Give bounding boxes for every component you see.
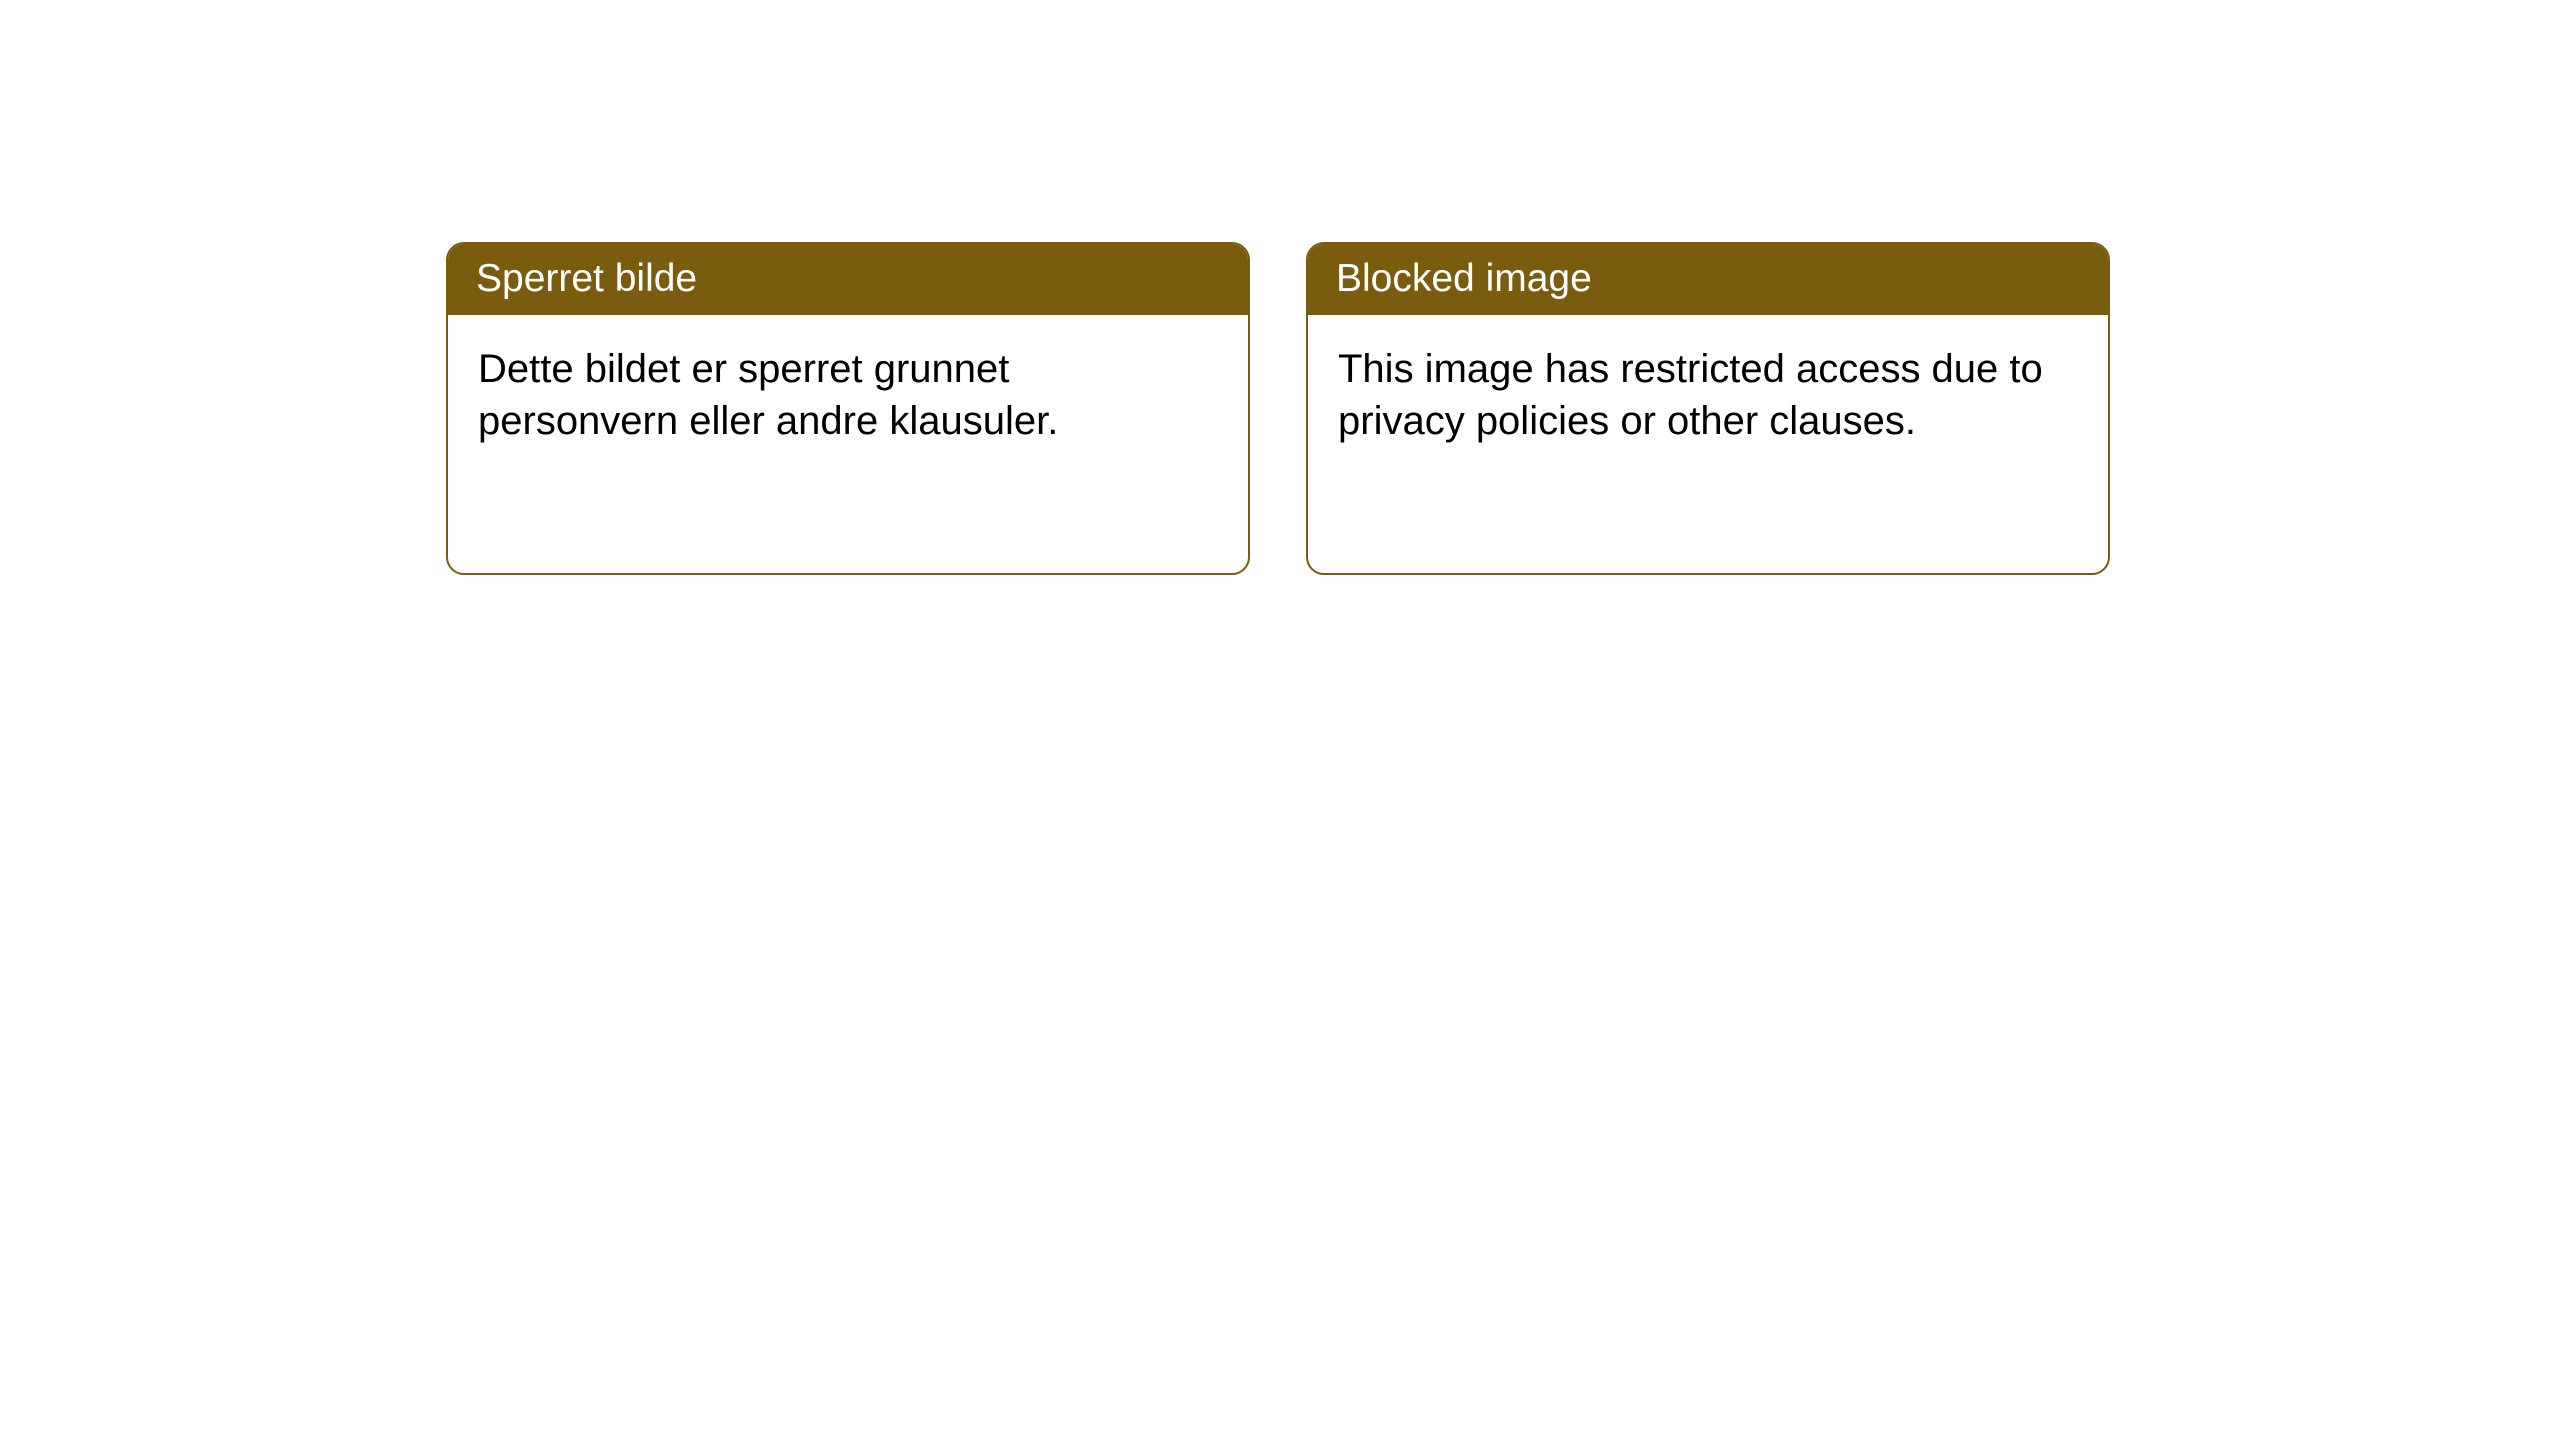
notice-title-norwegian: Sperret bilde bbox=[476, 257, 697, 300]
notice-message-norwegian: Dette bildet er sperret grunnet personve… bbox=[478, 347, 1058, 443]
notice-card-english: Blocked image This image has restricted … bbox=[1306, 242, 2110, 575]
notice-body-norwegian: Dette bildet er sperret grunnet personve… bbox=[448, 315, 1248, 475]
notice-body-english: This image has restricted access due to … bbox=[1308, 315, 2108, 475]
notice-header-english: Blocked image bbox=[1308, 244, 2108, 315]
notice-container: Sperret bilde Dette bildet er sperret gr… bbox=[0, 0, 2560, 575]
notice-title-english: Blocked image bbox=[1336, 257, 1592, 300]
notice-card-norwegian: Sperret bilde Dette bildet er sperret gr… bbox=[446, 242, 1250, 575]
notice-header-norwegian: Sperret bilde bbox=[448, 244, 1248, 315]
notice-message-english: This image has restricted access due to … bbox=[1338, 347, 2043, 443]
